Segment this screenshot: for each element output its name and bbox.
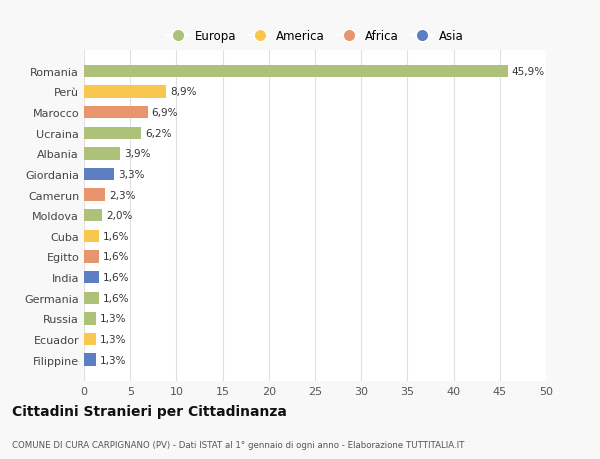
Text: 1,6%: 1,6% [103,252,129,262]
Text: 2,0%: 2,0% [106,211,133,221]
Text: Cittadini Stranieri per Cittadinanza: Cittadini Stranieri per Cittadinanza [12,404,287,419]
Bar [84,148,120,160]
Text: 6,9%: 6,9% [151,108,178,118]
Bar [84,333,96,345]
Text: COMUNE DI CURA CARPIGNANO (PV) - Dati ISTAT al 1° gennaio di ogni anno - Elabora: COMUNE DI CURA CARPIGNANO (PV) - Dati IS… [12,441,464,449]
Text: 6,2%: 6,2% [145,129,172,139]
Text: 2,3%: 2,3% [109,190,136,200]
Text: 1,6%: 1,6% [103,293,129,303]
Text: 3,9%: 3,9% [124,149,150,159]
Bar [84,230,99,242]
Bar [84,292,99,304]
Legend: Europa, America, Africa, Asia: Europa, America, Africa, Asia [163,27,467,47]
Bar [84,251,99,263]
Bar [84,271,99,284]
Bar [84,168,115,181]
Text: 1,6%: 1,6% [103,231,129,241]
Text: 8,9%: 8,9% [170,87,196,97]
Bar [84,210,103,222]
Bar [84,86,166,98]
Text: 1,3%: 1,3% [100,313,126,324]
Bar [84,106,148,119]
Text: 1,6%: 1,6% [103,273,129,282]
Bar [84,353,96,366]
Bar [84,127,141,140]
Text: 1,3%: 1,3% [100,355,126,365]
Text: 45,9%: 45,9% [512,67,545,77]
Bar [84,313,96,325]
Text: 1,3%: 1,3% [100,334,126,344]
Text: 3,3%: 3,3% [118,169,145,179]
Bar [84,66,508,78]
Bar [84,189,105,202]
